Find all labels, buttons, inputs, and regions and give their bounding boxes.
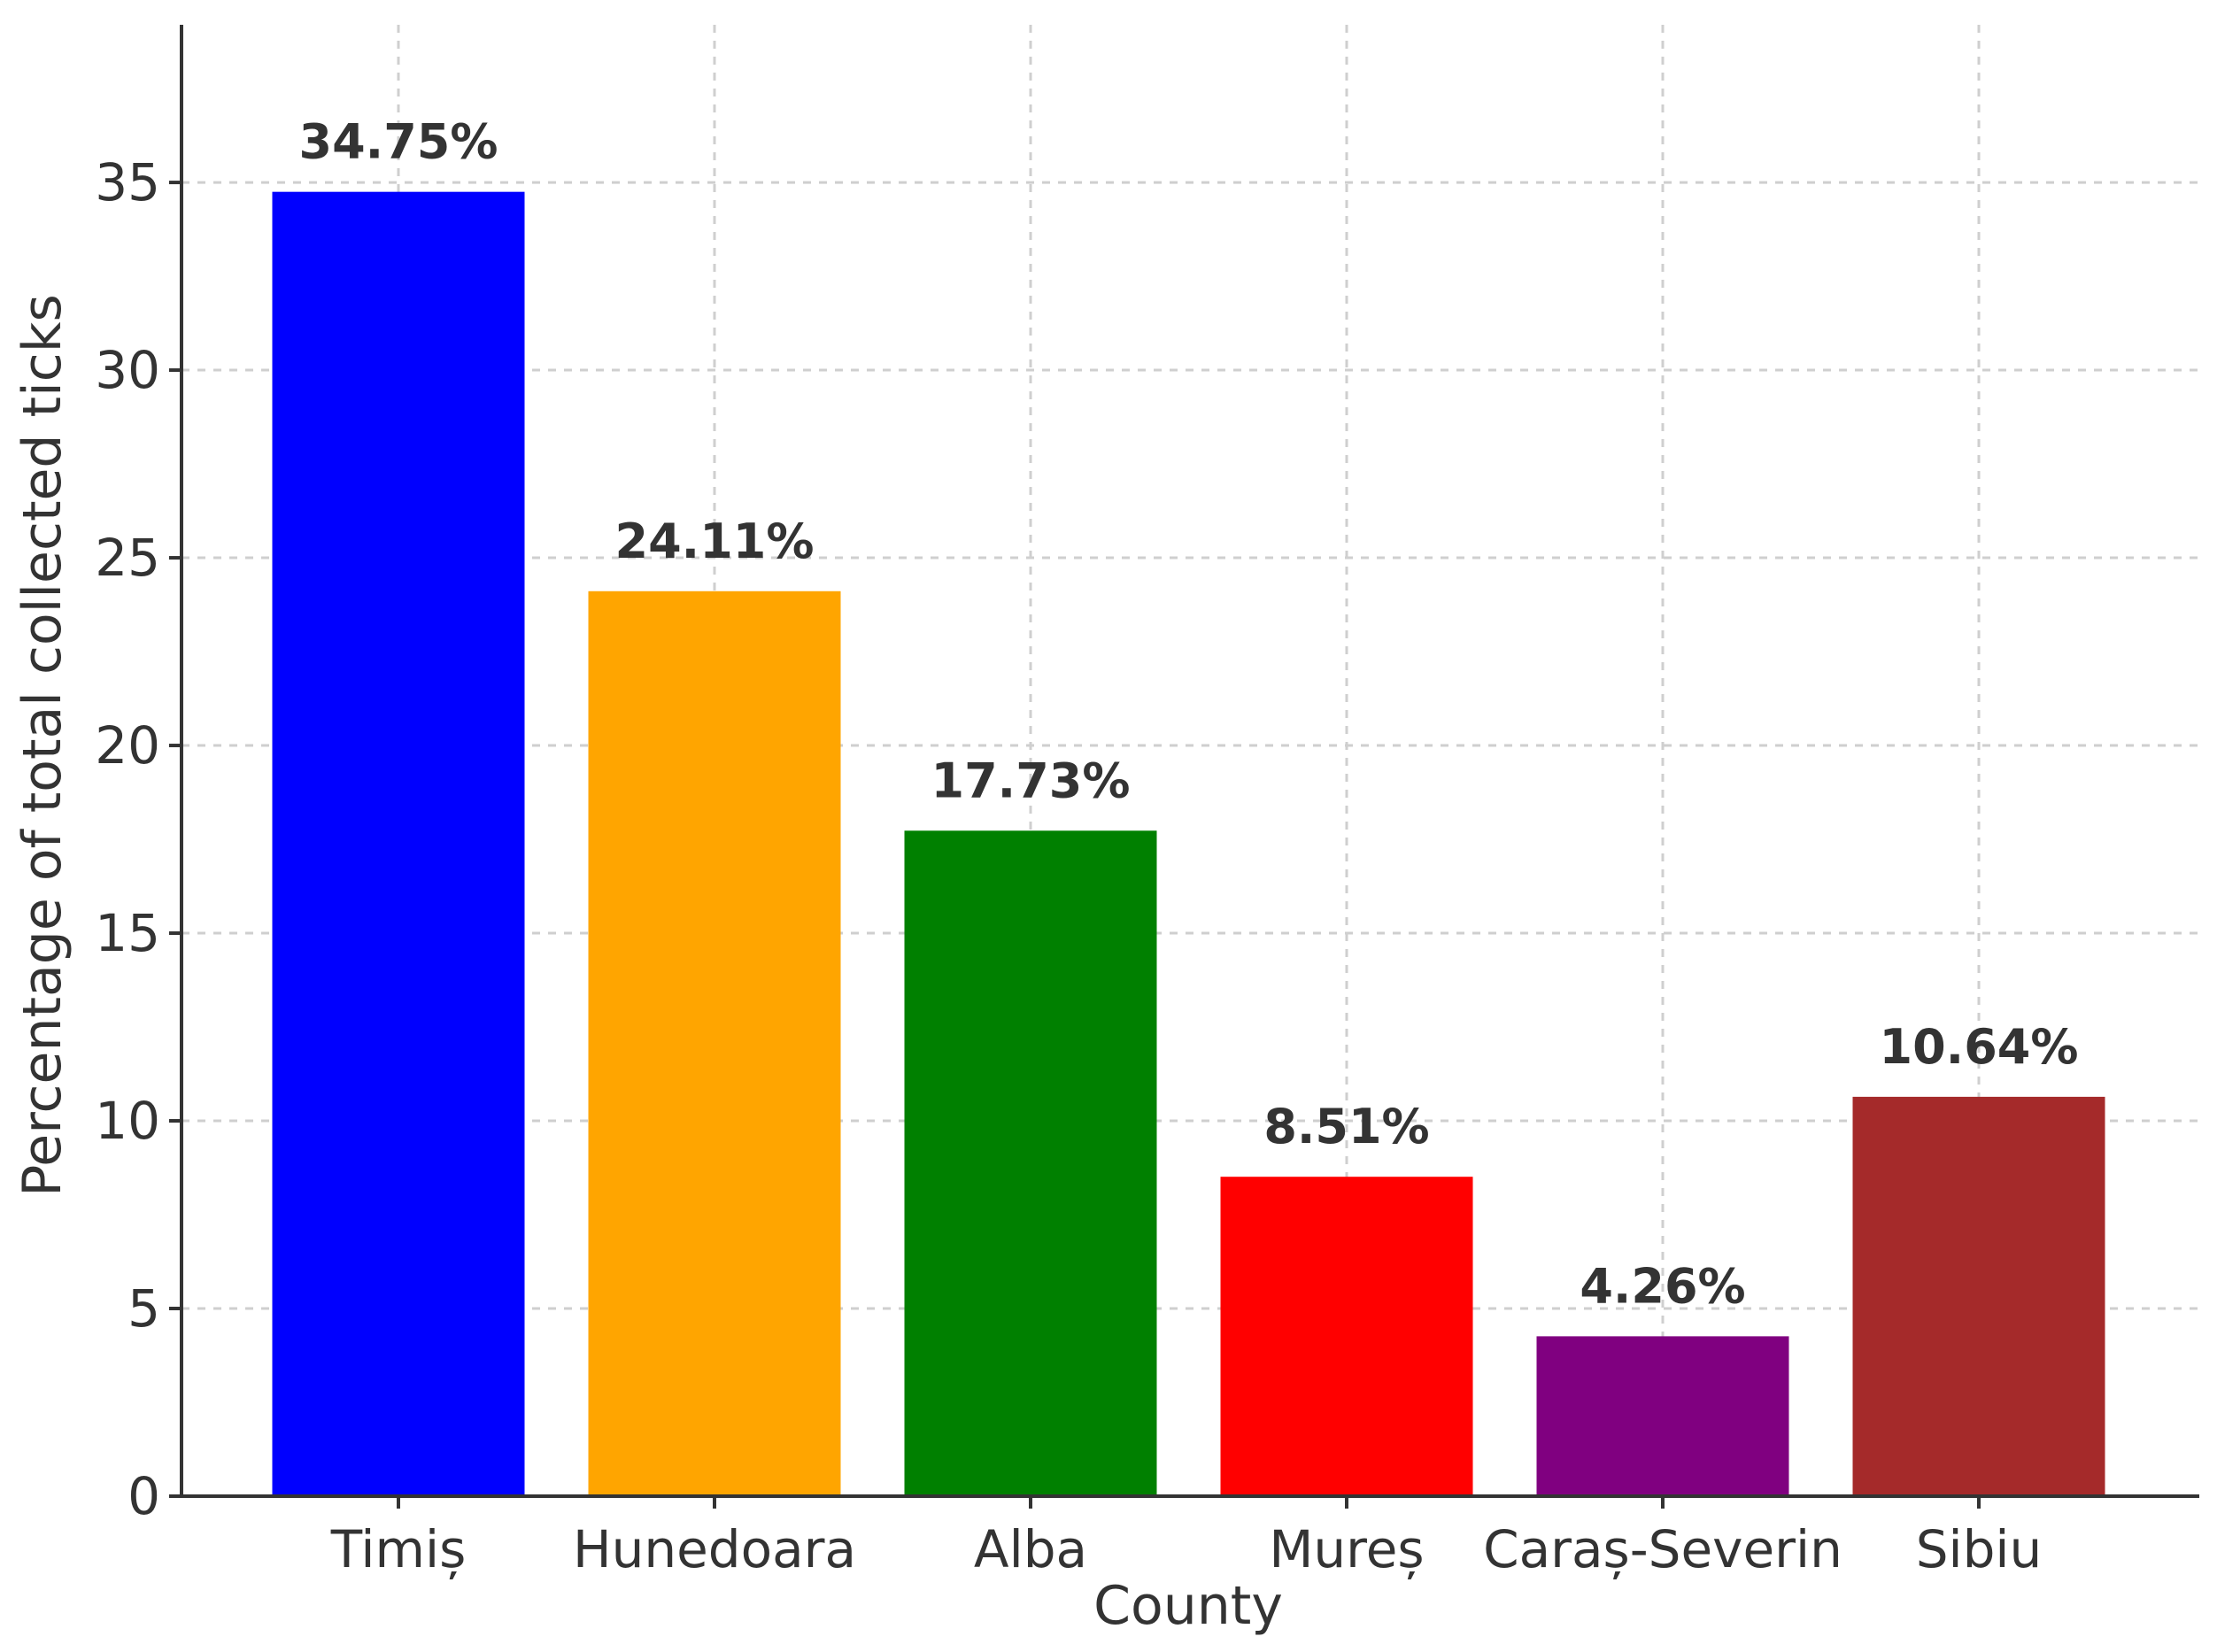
bar-5 xyxy=(1852,1096,2105,1496)
bars xyxy=(272,191,2105,1497)
y-tick-label: 15 xyxy=(95,903,160,963)
y-tick-label: 25 xyxy=(95,528,160,588)
x-tick-label: Caraș-Severin xyxy=(1483,1519,1842,1579)
ticks: 0 5 10 15 20 25 30 35 Timiș Hunedoara Alba Mureș Car… xyxy=(95,152,2042,1579)
x-tick-label: Sibiu xyxy=(1916,1519,2043,1579)
data-label-5: 10.64% xyxy=(1880,1019,2079,1075)
y-tick-label: 10 xyxy=(95,1091,160,1151)
data-label-1: 24.11% xyxy=(615,513,815,569)
bar-4 xyxy=(1536,1336,1789,1496)
x-axis-title: County xyxy=(1093,1575,1283,1637)
y-tick-label: 5 xyxy=(127,1278,160,1339)
data-label-0: 34.75% xyxy=(299,114,498,170)
y-tick-label: 20 xyxy=(95,715,160,776)
axes xyxy=(180,25,2199,1498)
x-tick-label: Mureș xyxy=(1269,1519,1424,1579)
data-label-4: 4.26% xyxy=(1580,1258,1745,1314)
bar-3 xyxy=(1220,1177,1473,1496)
y-axis-title: Percentage of total collected ticks xyxy=(12,294,73,1197)
bar-0 xyxy=(272,191,525,1497)
x-tick-label: Alba xyxy=(974,1519,1087,1579)
data-label-2: 17.73% xyxy=(931,753,1131,808)
bar-1 xyxy=(588,591,841,1496)
data-label-3: 8.51% xyxy=(1263,1099,1429,1154)
bar-2 xyxy=(904,830,1157,1496)
x-tick-label: Hunedoara xyxy=(573,1519,856,1579)
y-tick-label: 30 xyxy=(95,340,160,400)
x-tick-label: Timiș xyxy=(330,1519,467,1579)
y-tick-label: 0 xyxy=(127,1466,160,1526)
y-tick-label: 35 xyxy=(95,152,160,212)
data-labels: 34.75% 24.11% 17.73% 8.51% 4.26% 10.64% xyxy=(299,114,2079,1315)
